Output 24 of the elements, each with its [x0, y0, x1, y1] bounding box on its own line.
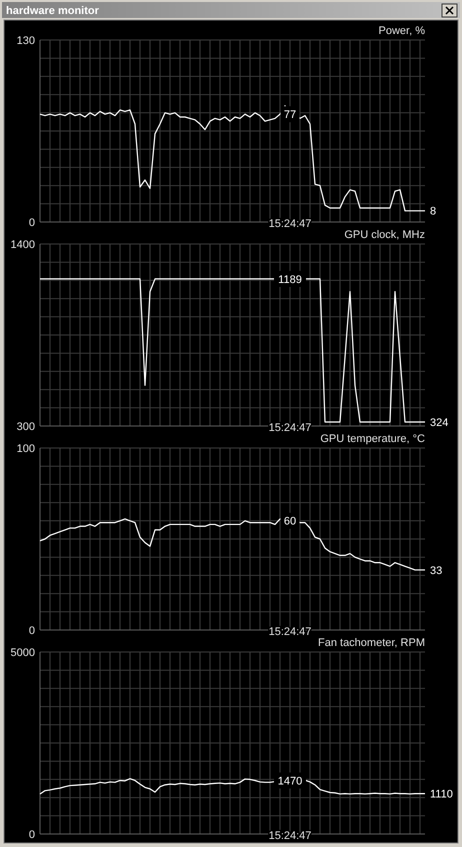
chart-title: hardware monitor	[6, 5, 100, 17]
data-label: 1110	[430, 788, 453, 800]
y-tick-label: 130	[16, 34, 35, 47]
y-axis-title: Fan tachometer, RPM	[318, 637, 425, 649]
y-tick-label: 300	[16, 420, 35, 433]
y-axis-title: GPU temperature, °C	[320, 433, 426, 445]
y-tick-label: 5000	[10, 646, 35, 659]
annotation: 15:24:47	[268, 218, 312, 230]
y-tick-label: 100	[16, 442, 35, 455]
y-tick-label: 0	[28, 828, 35, 841]
y-axis-title: GPU clock, MHz	[344, 229, 425, 241]
y-tick-label: 0	[28, 216, 35, 229]
annotation: 15:24:47	[268, 626, 312, 638]
y-tick-label: 1400	[10, 238, 35, 251]
data-label: 33	[430, 564, 442, 577]
data-label: 324	[430, 416, 448, 429]
line-series	[39, 105, 426, 212]
annotation: 15:24:47	[268, 830, 312, 842]
y-axis-title: Power, %	[378, 25, 426, 37]
data-label: 8	[430, 206, 436, 218]
data-label: 77	[284, 109, 296, 122]
y-tick-label: 0	[28, 624, 35, 637]
data-label: 60	[284, 516, 296, 528]
annotation: 15:24:47	[268, 422, 312, 434]
